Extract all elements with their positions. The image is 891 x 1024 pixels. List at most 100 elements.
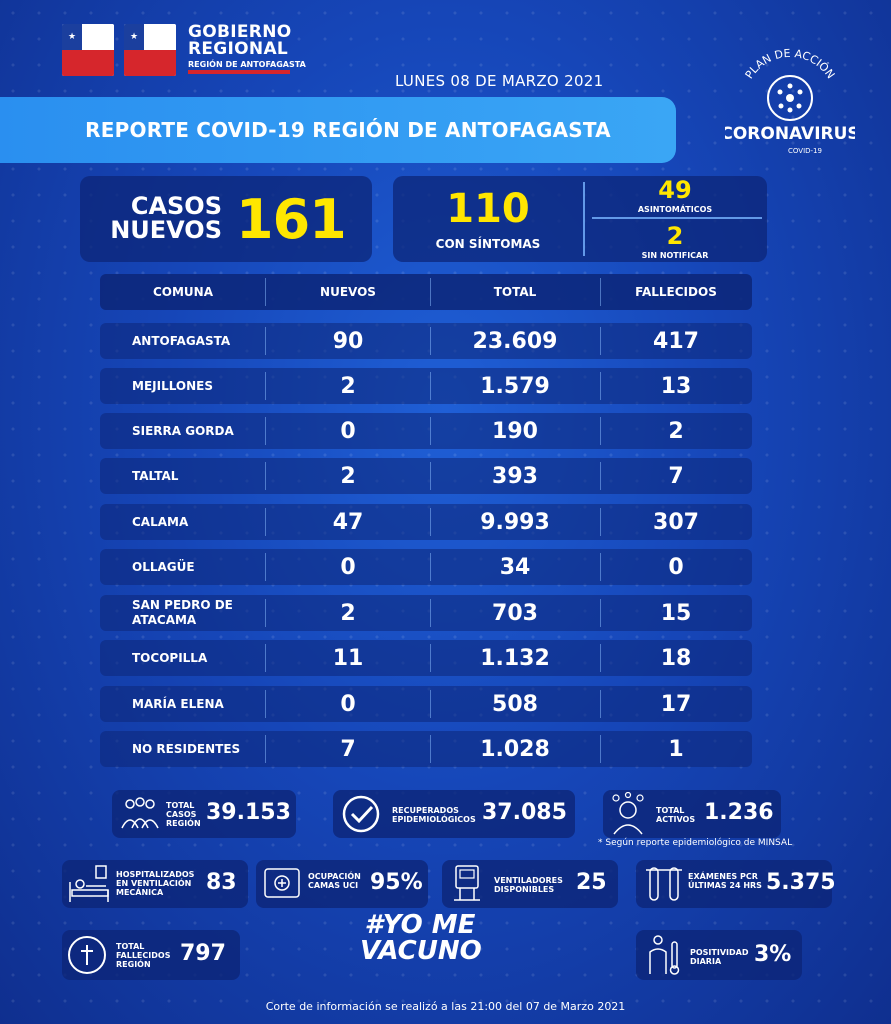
report-title: REPORTE COVID-19 REGIÓN DE ANTOFAGASTA [85,118,611,142]
row-comuna: MARÍA ELENA [132,696,224,711]
footer-note: Corte de información se realizó a las 21… [265,1000,626,1013]
hospitalizados-box [62,860,248,908]
gob-subtitle: REGIÓN DE ANTOFAGASTA [188,60,306,69]
sintomas-label: CON SÍNTOMAS [435,237,541,251]
positividad-value: 3% [754,942,792,967]
row-fallecidos: 13 [660,373,692,399]
casos-label-line1: CASOS [130,192,222,220]
summary-divider-h [592,217,762,219]
row-nuevos: 0 [340,418,356,444]
cross-icon [68,936,106,974]
coronavirus-plan-badge: PLAN DE ACCIÓN CORONAVIRUS COVID-19 [725,47,855,155]
gobierno-logo-2: ★ [124,24,176,76]
casos-nuevos-box [80,176,372,262]
row-comuna: SAN PEDRO DE ATACAMA [132,598,233,627]
table-row: MARÍA ELENA 0 508 17 [100,686,752,722]
uci-box [256,860,428,908]
gob-title: GOBIERNO REGIONAL [188,24,291,58]
plan-main-text: CORONAVIRUS [725,124,855,144]
fallecidos-label: TOTAL FALLECIDOS REGIÓN [116,942,171,969]
hospitalizados-label: HOSPITALIZADOS EN VENTILACIÓN MECÁNICA [116,870,195,897]
recuperados-box [333,790,575,838]
casos-label-line2: NUEVOS [110,216,222,244]
pcr-value: 5.375 [766,870,836,895]
row-nuevos: 0 [340,554,356,580]
activos-value: 1.236 [704,800,774,825]
recuperados-label: RECUPERADOS EPIDEMIOLÓGICOS [392,806,476,824]
row-total: 9.993 [480,509,550,535]
row-comuna: SIERRA GORDA [132,423,234,438]
row-fallecidos: 18 [660,645,692,671]
col-nuevos: NUEVOS [320,285,376,299]
hospitalizados-value: 83 [206,870,237,895]
row-fallecidos: 2 [668,418,684,444]
table-row: SIERRA GORDA 0 190 2 [100,413,752,449]
row-comuna: ANTOFAGASTA [132,333,231,348]
uci-label: OCUPACIÓN CAMAS UCI [308,872,361,890]
row-comuna: MEJILLONES [132,378,214,393]
casos-nuevos-label: CASOS NUEVOS [96,194,222,242]
row-total: 508 [492,691,538,717]
asintomaticos-label: ASINTOMÁTICOS [637,205,713,214]
ventiladores-label: VENTILADORES DISPONIBLES [494,876,563,894]
table-row: OLLAGÜE 0 34 0 [100,549,752,585]
uci-value: 95% [370,870,423,895]
gob-title-line1: GOBIERNO [188,22,292,42]
row-fallecidos: 15 [660,600,692,626]
total-casos-label: TOTAL CASOS REGIÓN [166,801,201,828]
recovered-icon [342,795,380,833]
patient-icon [612,792,644,835]
table-header: COMUNA NUEVOS TOTAL FALLECIDOS [100,274,752,310]
table-row: TALTAL 2 393 7 [100,458,752,494]
row-comuna: CALAMA [132,514,189,529]
row-fallecidos: 417 [653,328,699,354]
virus-icon [767,75,813,121]
pcr-box [636,860,832,908]
people-icon [121,797,159,829]
thermometer-person-icon [649,935,680,975]
activos-label: TOTAL ACTIVOS [656,806,696,824]
gob-red-bar [188,70,290,74]
total-casos-value: 39.153 [206,800,291,825]
ventilator-icon [454,865,480,901]
fallecidos-value: 797 [180,941,226,966]
activos-box [603,790,781,838]
row-comuna: NO RESIDENTES [132,741,241,756]
row-nuevos: 90 [332,328,364,354]
row-fallecidos: 1 [668,736,684,762]
summary-divider-v [583,182,585,256]
table-row: ANTOFAGASTA 90 23.609 417 [100,323,752,359]
sintomas-value: 110 [446,186,530,232]
table-row: CALAMA 47 9.993 307 [100,504,752,540]
col-comuna: COMUNA [152,285,214,299]
table-row: SAN PEDRO DE ATACAMA 2 703 15 [100,595,752,631]
table-row: TOCOPILLA 11 1.132 18 [100,640,752,676]
ventiladores-value: 25 [576,870,607,895]
col-fallecidos: FALLECIDOS [635,285,717,299]
row-comuna: TALTAL [132,468,179,483]
positividad-label: POSITIVIDAD DIARIA [690,948,749,966]
row-fallecidos: 7 [668,463,684,489]
row-nuevos: 2 [340,463,356,489]
campaign-line1: #YO ME [364,910,476,940]
row-total: 1.579 [480,373,550,399]
test-tubes-icon [646,867,682,901]
row-comuna: TOCOPILLA [132,650,208,665]
row-total: 190 [492,418,538,444]
row-total: 703 [492,600,538,626]
monitor-icon [264,868,300,898]
asintomaticos-value: 49 [658,176,692,204]
row-total: 23.609 [472,328,558,354]
yo-me-vacuno-logo: #YO ME VACUNO [360,910,482,964]
title-banner: REPORTE COVID-19 REGIÓN DE ANTOFAGASTA [0,97,676,163]
row-nuevos: 11 [332,645,364,671]
table-row: NO RESIDENTES 7 1.028 1 [100,731,752,767]
row-total: 1.028 [480,736,550,762]
row-nuevos: 0 [340,691,356,717]
col-total: TOTAL [493,285,537,299]
minsal-note: * Según reporte epidemiológico de MINSAL [598,838,793,848]
hospital-bed-icon [69,865,109,902]
row-nuevos: 2 [340,600,356,626]
row-nuevos: 2 [340,373,356,399]
row-nuevos: 47 [332,509,364,535]
